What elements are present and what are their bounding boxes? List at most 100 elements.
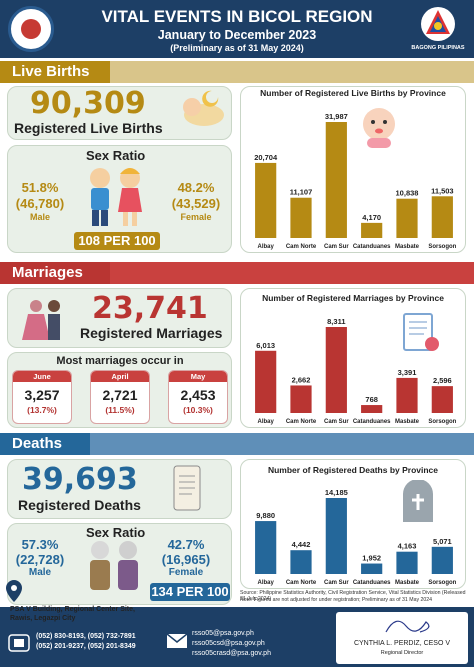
- section-title-deaths: Deaths: [0, 433, 90, 455]
- marriages-months-title: Most marriages occur in: [56, 355, 184, 367]
- category-label: Catanduanes: [353, 580, 391, 586]
- data-label: 14,185: [325, 488, 348, 497]
- births-bar-chart: 20,704 Albay 11,107 Cam Norte 31,987 Cam Sur 4…: [254, 112, 456, 250]
- deaths-total: 39,693: [22, 462, 138, 497]
- signatory-name: CYNTHIA L. PERDIZ, CESO V: [353, 640, 451, 647]
- email-icon: [166, 632, 188, 650]
- category-label: Sorsogon: [428, 419, 456, 425]
- email-3[interactable]: rsso05crasd@psa.gov.ph: [192, 650, 271, 657]
- births-total: 90,309: [30, 86, 146, 121]
- kids-icon: [76, 164, 154, 230]
- data-label: 9,880: [256, 511, 275, 520]
- data-label: 5,071: [433, 537, 452, 546]
- data-label: 4,442: [292, 540, 311, 549]
- section-title-births: Live Births: [0, 61, 110, 83]
- preliminary-note: (Preliminary as of 31 May 2024): [170, 43, 304, 53]
- month-name: April: [91, 371, 149, 382]
- births-male-pct: 51.8%: [21, 180, 59, 195]
- section-bar-deaths: Deaths: [0, 433, 474, 455]
- data-label: 31,987: [325, 112, 348, 121]
- bar-sorsogon: [431, 386, 453, 413]
- deaths-female-label: Female: [168, 567, 204, 578]
- address-line-1: PSA V Building, Regional Center Site,: [10, 606, 135, 613]
- header: [0, 0, 474, 58]
- month-value: 2,453: [180, 387, 216, 403]
- data-label: 6,013: [256, 341, 275, 350]
- psa-seal-icon: [8, 6, 54, 52]
- month-box-june: June 3,257 (13.7%): [12, 370, 72, 424]
- category-label: Catanduanes: [353, 244, 391, 250]
- deaths-female-pct: 42.7%: [167, 537, 205, 552]
- deaths-sex-ratio-title: Sex Ratio: [86, 525, 146, 540]
- category-label: Cam Sur: [324, 419, 349, 425]
- category-label: Masbate: [395, 244, 420, 250]
- adjustment-note: Note: Figures are not adjusted for under…: [240, 597, 433, 603]
- baby-icon: [359, 104, 399, 150]
- category-label: Cam Norte: [286, 244, 317, 250]
- data-label: 768: [365, 395, 378, 404]
- bar-masbate: [396, 377, 418, 413]
- signatory-box: CYNTHIA L. PERDIZ, CESO V Regional Direc…: [336, 612, 468, 664]
- marriages-total-label: Registered Marriages: [80, 325, 223, 341]
- data-label: 4,170: [362, 213, 381, 222]
- births-total-label: Registered Live Births: [14, 120, 163, 136]
- section-bar-marriages: Marriages: [0, 262, 474, 284]
- bar-cam-sur: [325, 498, 347, 574]
- bp-logo-text: BAGONG PILIPINAS: [411, 45, 465, 51]
- category-label: Cam Norte: [286, 580, 317, 586]
- location-pin-icon: [6, 580, 22, 602]
- phone-line-2: (052) 201-9237, (052) 201-8349: [36, 643, 136, 650]
- scroll-icon: [168, 462, 208, 514]
- data-label: 4,163: [398, 542, 417, 551]
- deaths-chart-title: Number of Registered Deaths by Province: [267, 465, 439, 475]
- category-label: Sorsogon: [428, 244, 456, 250]
- month-box-april: April 2,721 (11.5%): [90, 370, 150, 424]
- marriages-total: 23,741: [92, 291, 208, 326]
- data-label: 2,662: [292, 375, 311, 384]
- couple-icon: [14, 298, 74, 340]
- email-2[interactable]: rsso05csd@psa.gov.ph: [192, 640, 265, 647]
- email-1[interactable]: rsso05@psa.gov.ph: [192, 630, 254, 637]
- category-label: Sorsogon: [428, 580, 456, 586]
- signatory-title: Regional Director: [380, 650, 424, 656]
- section-title-marriages: Marriages: [0, 262, 110, 284]
- category-label: Masbate: [395, 580, 420, 586]
- category-label: Masbate: [395, 419, 420, 425]
- data-label: 3,391: [398, 368, 417, 377]
- births-female-count: (43,529): [171, 196, 221, 211]
- month-value: 2,721: [102, 387, 138, 403]
- deaths-female-count: (16,965): [161, 552, 211, 567]
- category-label: Cam Sur: [324, 244, 349, 250]
- bar-catanduanes: [361, 222, 383, 238]
- deaths-bar-chart: 9,880 Albay 4,442 Cam Norte 14,185 Cam Sur 1,9…: [255, 488, 457, 586]
- month-name: May: [169, 371, 227, 382]
- deaths-male-label: Male: [28, 567, 52, 578]
- deaths-chart-card: [240, 459, 466, 589]
- certificate-icon: [396, 312, 444, 354]
- bar-cam-sur: [325, 122, 347, 238]
- signature-icon: [385, 620, 430, 633]
- bar-catanduanes: [361, 405, 383, 413]
- month-value: 3,257: [24, 387, 60, 403]
- births-ratio-badge: 108 PER 100: [74, 232, 160, 250]
- data-label: 20,704: [254, 153, 278, 162]
- bar-cam-norte: [290, 550, 312, 574]
- tombstone-icon: [393, 479, 443, 524]
- category-label: Catanduanes: [353, 419, 391, 425]
- data-label: 8,311: [327, 317, 345, 326]
- bar-sorsogon: [431, 196, 453, 238]
- phone-line-1: (052) 830-8193, (052) 732-7891: [36, 633, 136, 640]
- data-label: 10,838: [396, 189, 419, 198]
- marriages-chart-card: [240, 288, 466, 428]
- source-note: Source: Philippine Statistics Authority,…: [240, 590, 466, 602]
- marriages-chart-title: Number of Registered Marriages by Provin…: [262, 293, 444, 303]
- phone-icon: [8, 634, 30, 652]
- bagong-pilipinas-logo: BAGONG PILIPINAS: [410, 2, 466, 56]
- births-chart-card: [240, 86, 466, 253]
- bar-cam-sur: [325, 327, 347, 413]
- month-box-may: May 2,453 (10.3%): [168, 370, 228, 424]
- births-male-label: Male: [29, 212, 50, 222]
- bar-albay: [255, 350, 277, 413]
- month-pct: (11.5%): [105, 405, 135, 415]
